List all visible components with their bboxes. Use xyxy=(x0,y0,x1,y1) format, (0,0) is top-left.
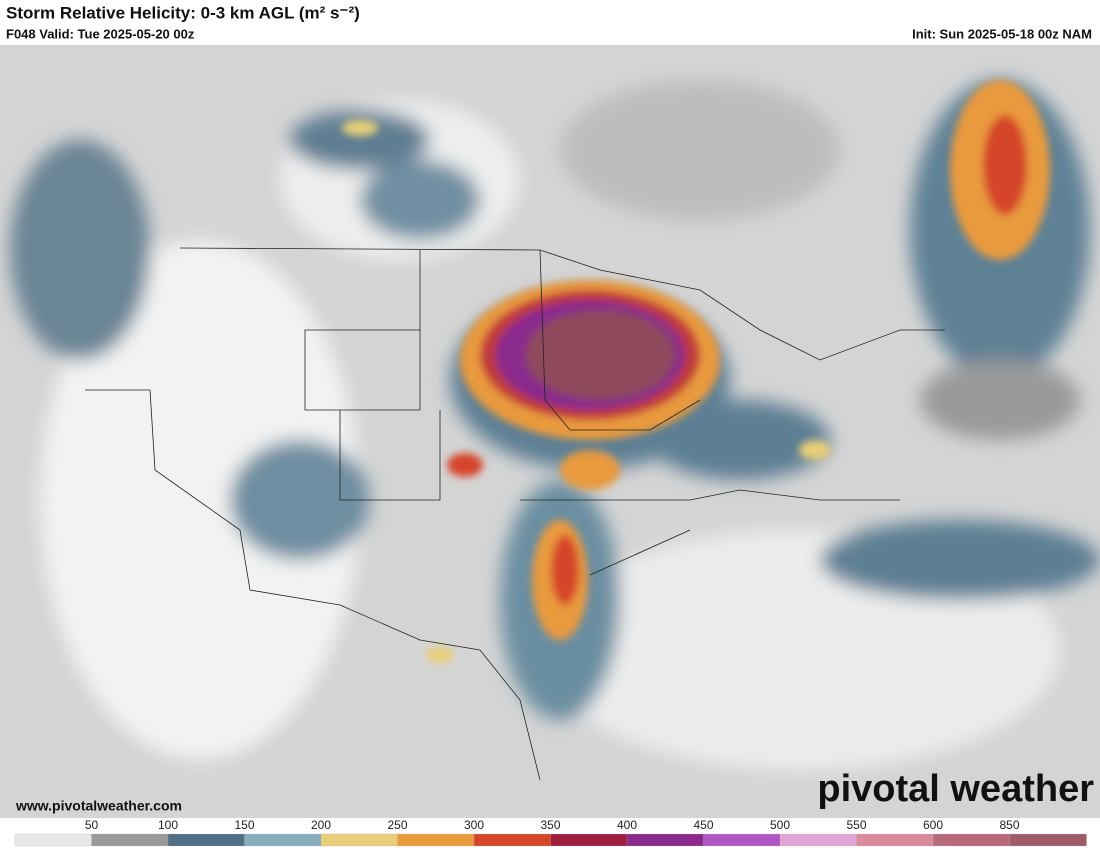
colorbar-label: 50 xyxy=(85,818,99,832)
colorbar-swatch xyxy=(397,833,475,847)
colorbar-label: 300 xyxy=(464,818,484,832)
title: Storm Relative Helicity: 0-3 km AGL (m² … xyxy=(6,3,360,22)
colorbar-label: 400 xyxy=(617,818,637,832)
colorbar-label: 550 xyxy=(846,818,866,832)
colorbar-label: 450 xyxy=(693,818,713,832)
colorbar-swatch xyxy=(14,833,93,847)
colorbar-label: 250 xyxy=(387,818,407,832)
logo: pivotal weather xyxy=(817,768,1094,810)
colorbar: 50 100 150 200 250 300 350 400 450 500 550 600 850 xyxy=(14,818,1087,847)
site-url: www.pivotalweather.com xyxy=(15,798,182,814)
colorbar-swatch xyxy=(91,833,169,847)
colorbar-label: 350 xyxy=(540,818,560,832)
colorbar-swatch xyxy=(320,833,399,847)
colorbar-label: 850 xyxy=(999,818,1019,832)
colorbar-swatch xyxy=(244,833,322,847)
colorbar-label: 150 xyxy=(234,818,254,832)
init-time: Init: Sun 2025-05-18 00z NAM xyxy=(912,26,1092,41)
colorbar-swatch xyxy=(167,833,246,847)
colorbar-swatch xyxy=(932,833,1011,847)
colorbar-swatch xyxy=(473,833,552,847)
colorbar-label: 600 xyxy=(923,818,943,832)
colorbar-label: 100 xyxy=(158,818,178,832)
map xyxy=(0,45,1100,818)
colorbar-swatch xyxy=(550,833,628,847)
colorbar-swatch xyxy=(626,833,705,847)
colorbar-label: 500 xyxy=(770,818,790,832)
colorbar-swatch xyxy=(856,833,934,847)
colorbar-label: 200 xyxy=(311,818,331,832)
valid-time: F048 Valid: Tue 2025-05-20 00z xyxy=(6,26,195,41)
colorbar-swatch xyxy=(779,833,858,847)
colorbar-swatch xyxy=(703,833,781,847)
colorbar-swatch xyxy=(1009,833,1087,847)
